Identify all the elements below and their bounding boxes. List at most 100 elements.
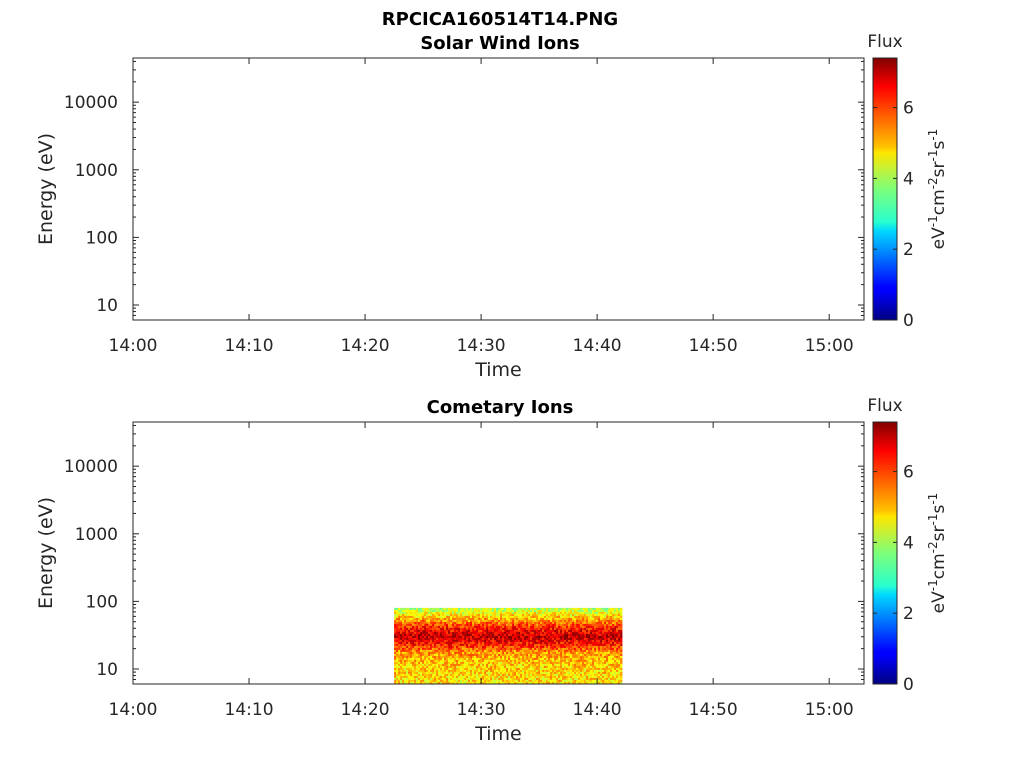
heatmap-cell (500, 611, 503, 615)
heatmap-cell (512, 623, 515, 627)
heatmap-cell (578, 625, 581, 629)
heatmap-cell (570, 617, 573, 621)
heatmap-cell (428, 677, 431, 681)
heatmap-cell (614, 613, 617, 617)
heatmap-cell (548, 621, 551, 625)
heatmap-cell (546, 631, 549, 635)
heatmap-cell (528, 663, 531, 667)
heatmap-cell (484, 631, 487, 635)
heatmap-cell (470, 681, 473, 685)
heatmap-cell (578, 641, 581, 645)
heatmap-cell (516, 659, 519, 663)
heatmap-cell (420, 671, 423, 675)
heatmap-cell (470, 659, 473, 663)
heatmap-cell (522, 611, 525, 615)
heatmap-cell (422, 655, 425, 659)
heatmap-cell (586, 611, 589, 615)
heatmap-cell (432, 649, 435, 653)
heatmap-cell (528, 639, 531, 643)
heatmap-cell (398, 659, 401, 663)
heatmap-cell (614, 643, 617, 647)
heatmap-cell (486, 613, 489, 617)
heatmap-cell (542, 665, 545, 669)
heatmap-cell (592, 641, 595, 645)
heatmap-cell (490, 651, 493, 655)
heatmap-cell (554, 653, 557, 657)
colorbar (872, 421, 898, 685)
heatmap-cell (572, 635, 575, 639)
heatmap-cell (584, 613, 587, 617)
heatmap-cell (580, 667, 583, 671)
heatmap-cell (570, 607, 573, 611)
heatmap-cell (400, 615, 403, 619)
heatmap-cell (594, 671, 597, 675)
heatmap-cell (508, 627, 511, 631)
heatmap-cell (496, 621, 499, 625)
heatmap-cell (504, 645, 507, 649)
heatmap-cell (512, 641, 515, 645)
heatmap-cell (588, 621, 591, 625)
heatmap-cell (450, 671, 453, 675)
heatmap-cell (540, 607, 543, 611)
heatmap-cell (432, 609, 435, 613)
heatmap-cell (438, 633, 441, 637)
heatmap-cell (602, 671, 605, 675)
heatmap-cell (510, 645, 513, 649)
heatmap-cell (394, 615, 397, 619)
heatmap-cell (412, 615, 415, 619)
heatmap-cell (418, 681, 421, 685)
heatmap-cell (518, 649, 521, 653)
heatmap-cell (518, 617, 521, 621)
heatmap-cell (534, 675, 537, 679)
heatmap-cell (416, 631, 419, 635)
heatmap-cell (496, 647, 499, 651)
heatmap-cell (480, 619, 483, 623)
heatmap-cell (414, 679, 417, 683)
heatmap-cell (556, 661, 559, 665)
heatmap-cell (592, 617, 595, 621)
heatmap-cell (408, 659, 411, 663)
heatmap-cell (476, 607, 479, 611)
heatmap-cell (604, 679, 607, 683)
heatmap-cell (478, 645, 481, 649)
heatmap-cell (460, 625, 463, 629)
heatmap-cell (396, 655, 399, 659)
heatmap-cell (562, 607, 565, 611)
heatmap-cell (498, 633, 501, 637)
heatmap-cell (484, 627, 487, 631)
heatmap-cell (420, 673, 423, 677)
heatmap-cell (600, 611, 603, 615)
heatmap-cell (556, 641, 559, 645)
heatmap-cell (462, 645, 465, 649)
heatmap-cell (462, 655, 465, 659)
heatmap-cell (600, 645, 603, 649)
heatmap-cell (576, 663, 579, 667)
heatmap-cell (558, 651, 561, 655)
heatmap-cell (596, 657, 599, 661)
heatmap-cell (410, 607, 413, 611)
heatmap-cell (394, 641, 397, 645)
heatmap-cell (502, 653, 505, 657)
heatmap-cell (588, 675, 591, 679)
heatmap-cell (618, 663, 621, 667)
heatmap-cell (502, 631, 505, 635)
heatmap-cell (552, 669, 555, 673)
heatmap-cell (582, 669, 585, 673)
heatmap-cell (468, 611, 471, 615)
heatmap-cell (492, 673, 495, 677)
heatmap-cell (474, 647, 477, 651)
heatmap-cell (542, 623, 545, 627)
heatmap-cell (496, 671, 499, 675)
heatmap-cell (408, 657, 411, 661)
heatmap-cell (432, 613, 435, 617)
heatmap-cell (396, 631, 399, 635)
heatmap-cell (508, 621, 511, 625)
heatmap-cell (486, 641, 489, 645)
heatmap-cell (444, 655, 447, 659)
heatmap-cell (418, 671, 421, 675)
heatmap-cell (474, 663, 477, 667)
heatmap-cell (562, 651, 565, 655)
heatmap-cell (604, 667, 607, 671)
heatmap-cell (586, 651, 589, 655)
heatmap-cell (598, 653, 601, 657)
